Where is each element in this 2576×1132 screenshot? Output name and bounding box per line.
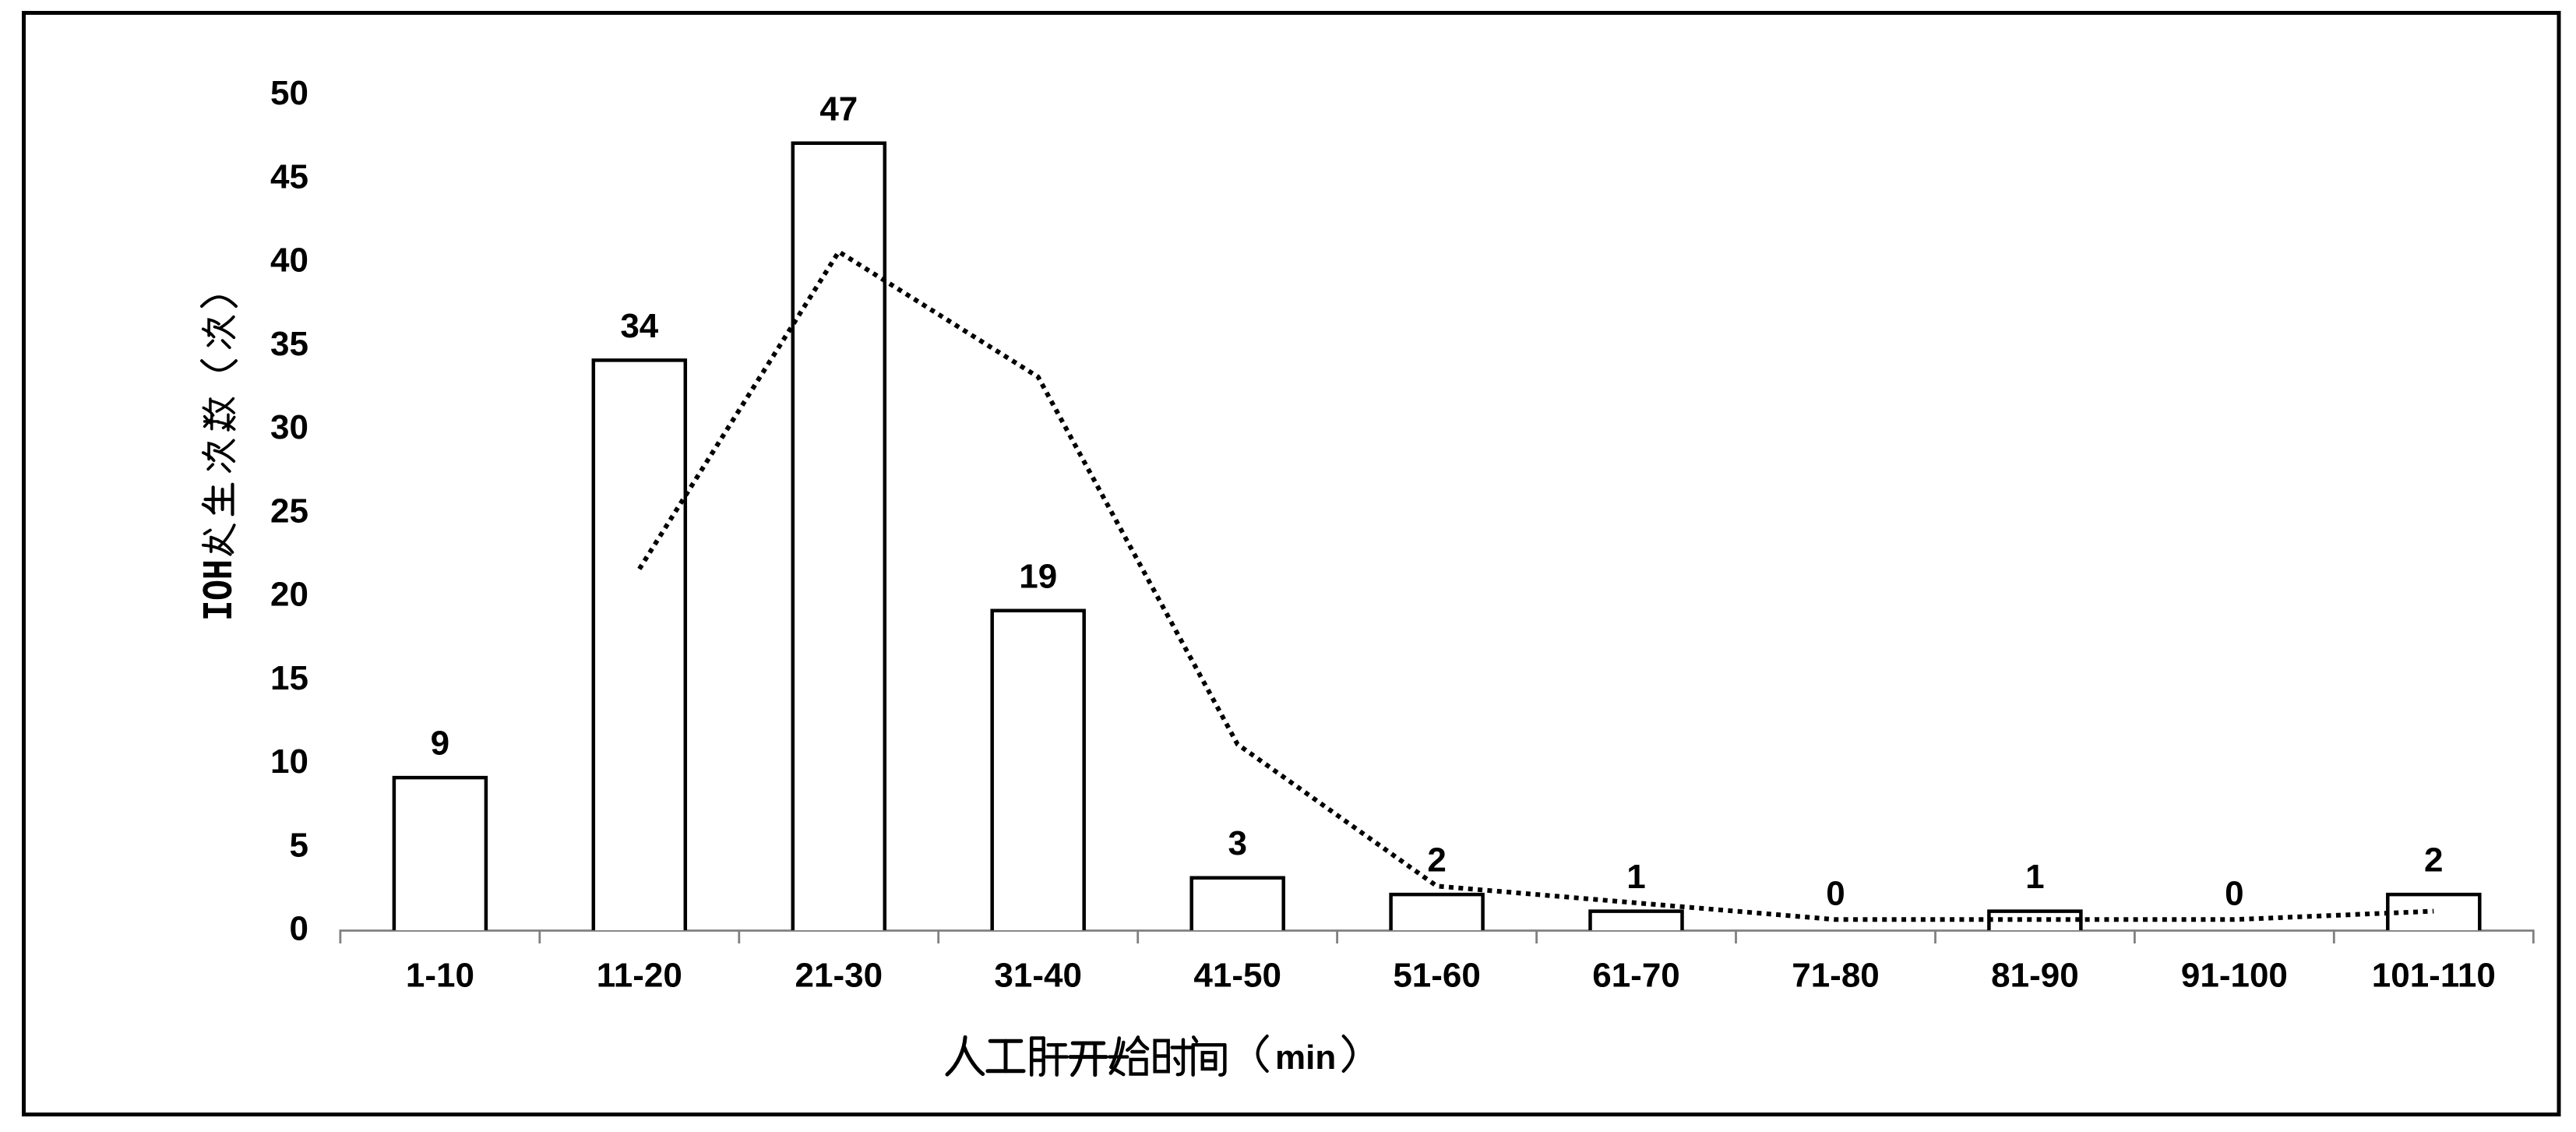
svg-text:20: 20 bbox=[270, 576, 308, 614]
svg-text:2: 2 bbox=[2424, 841, 2443, 880]
svg-text:61-70: 61-70 bbox=[1592, 957, 1680, 995]
svg-text:0: 0 bbox=[1826, 875, 1845, 913]
svg-text:11-20: 11-20 bbox=[597, 957, 682, 995]
svg-text:81-90: 81-90 bbox=[1991, 957, 2079, 995]
svg-text:9: 9 bbox=[431, 725, 449, 763]
svg-text:IOH: IOH bbox=[196, 559, 245, 621]
svg-text:5: 5 bbox=[290, 826, 308, 864]
svg-text:50: 50 bbox=[270, 74, 308, 112]
svg-text:31-40: 31-40 bbox=[994, 957, 1082, 995]
svg-text:21-30: 21-30 bbox=[795, 957, 883, 995]
svg-text:71-80: 71-80 bbox=[1792, 957, 1880, 995]
svg-text:10: 10 bbox=[270, 742, 308, 781]
svg-text:34: 34 bbox=[620, 307, 658, 345]
svg-text:min: min bbox=[1275, 1039, 1336, 1077]
svg-text:15: 15 bbox=[270, 659, 308, 697]
svg-text:1-10: 1-10 bbox=[406, 957, 474, 995]
svg-text:30: 30 bbox=[270, 408, 308, 446]
svg-text:45: 45 bbox=[270, 158, 308, 196]
svg-text:0: 0 bbox=[2225, 875, 2243, 913]
svg-text:1: 1 bbox=[1626, 858, 1645, 896]
svg-text:101-110: 101-110 bbox=[2372, 957, 2496, 995]
svg-text:91-100: 91-100 bbox=[2181, 957, 2288, 995]
svg-text:51-60: 51-60 bbox=[1393, 957, 1481, 995]
svg-text:25: 25 bbox=[270, 492, 308, 530]
svg-text:2: 2 bbox=[1427, 841, 1446, 880]
svg-text:1: 1 bbox=[2025, 858, 2044, 896]
svg-text:3: 3 bbox=[1228, 824, 1246, 862]
svg-text:41-50: 41-50 bbox=[1193, 957, 1281, 995]
svg-text:0: 0 bbox=[290, 910, 308, 948]
svg-text:35: 35 bbox=[270, 325, 308, 363]
svg-text:19: 19 bbox=[1019, 557, 1057, 595]
svg-text:47: 47 bbox=[819, 90, 858, 128]
svg-text:40: 40 bbox=[270, 242, 308, 280]
